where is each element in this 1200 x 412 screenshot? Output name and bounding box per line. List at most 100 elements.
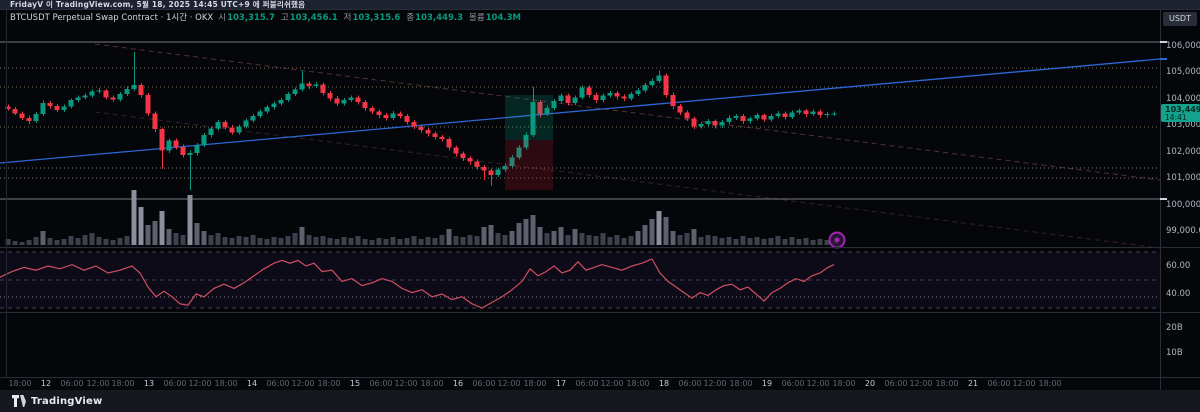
candle-body xyxy=(124,88,130,95)
volume-bar xyxy=(558,227,564,245)
candle-body xyxy=(404,115,410,123)
volume-bar xyxy=(488,225,494,245)
time-tick-hour: 12:00 xyxy=(1012,379,1036,388)
chart-area[interactable]: BTCUSDT Perpetual Swap Contract · 1시간 · … xyxy=(0,10,1200,390)
ohlc-item: 저 103,315.6 xyxy=(343,13,401,23)
volume-bar xyxy=(271,237,277,245)
volume-bar xyxy=(292,233,298,245)
last-price-badge[interactable]: 103,449.3 14:41 xyxy=(1161,104,1200,123)
volume-bar xyxy=(803,238,809,245)
currency-toggle-button[interactable]: USDT xyxy=(1163,12,1197,26)
volume-bar xyxy=(789,237,795,245)
volume-bar xyxy=(327,238,333,245)
candle-body xyxy=(61,106,67,110)
volume-bar xyxy=(26,240,32,245)
volume-bar xyxy=(103,239,109,245)
volume-bar xyxy=(222,237,228,245)
volume-bar xyxy=(670,231,676,245)
candle-body xyxy=(299,83,305,90)
volume-bar xyxy=(551,231,557,245)
time-tick-day: 21 xyxy=(967,379,979,388)
candle-body xyxy=(474,161,480,167)
candle-body xyxy=(460,153,466,159)
price-tick-label: 106,000.0 xyxy=(1166,41,1200,51)
time-tick-hour: 06:00 xyxy=(781,379,805,388)
volume-bar xyxy=(775,236,781,245)
attribution-text[interactable]: FridayV 이 TradingView.com, 5월 18, 2025 1… xyxy=(10,0,306,9)
volume-bar xyxy=(47,238,53,245)
volume-bar xyxy=(299,227,305,245)
candle-body xyxy=(33,114,39,122)
volume-bar xyxy=(418,239,424,245)
volume-bar xyxy=(474,236,480,245)
candle-body xyxy=(75,97,81,101)
volume-bar xyxy=(89,233,95,245)
price-axis[interactable]: USDT 106,000.0 105,000.0 104,000.0 103,000.… xyxy=(1160,10,1200,390)
volume-bar xyxy=(635,231,641,245)
volume-bar xyxy=(19,242,25,245)
time-tick-day: 19 xyxy=(761,379,773,388)
candle-body xyxy=(677,106,683,113)
time-tick-hour: 06:00 xyxy=(472,379,496,388)
candle-body xyxy=(551,100,557,109)
volume-bar xyxy=(250,235,256,245)
candle-body xyxy=(40,102,46,115)
candle-body xyxy=(292,89,298,95)
volume-bar xyxy=(726,237,732,245)
candle-body xyxy=(691,118,697,127)
candle-body xyxy=(348,97,354,101)
candle-body xyxy=(362,101,368,109)
candle-body xyxy=(719,122,725,126)
volume-bar xyxy=(278,238,284,245)
candle-body xyxy=(607,92,613,96)
time-tick-hour: 18:00 xyxy=(420,379,444,388)
volume-bar xyxy=(306,235,312,245)
time-tick-day: 17 xyxy=(555,379,567,388)
long-position-loss-zone[interactable] xyxy=(505,140,553,190)
time-axis[interactable]: 18:00 12 06:00 12:00 18:00 13 06:00 12:00 18:00 1… xyxy=(0,378,1160,390)
volume-bar xyxy=(383,239,389,245)
candle-body xyxy=(579,87,585,98)
candle-body xyxy=(376,111,382,116)
candle-body xyxy=(159,129,165,151)
volume-bar xyxy=(719,238,725,245)
volume-bar xyxy=(537,227,543,245)
candle-body xyxy=(390,113,396,118)
candle-body xyxy=(768,115,774,120)
volume-bar xyxy=(460,237,466,245)
chart-canvas[interactable] xyxy=(0,10,1200,390)
volume-bar xyxy=(334,239,340,245)
candle-body xyxy=(369,108,375,112)
ohlc-item: 종 103,449.3 xyxy=(406,13,463,23)
volume-bar xyxy=(138,207,144,245)
candle-body xyxy=(586,87,592,95)
candle-body xyxy=(810,111,816,115)
candle-body xyxy=(446,138,452,148)
candle-body xyxy=(145,94,151,114)
volume-bar xyxy=(110,240,116,245)
ohlc-item: 시 103,315.7 xyxy=(218,13,275,23)
tradingview-logo-icon xyxy=(12,395,26,407)
volume-bar xyxy=(523,219,529,245)
volume-bar xyxy=(145,225,151,245)
time-tick-day: 15 xyxy=(349,379,361,388)
candle-body xyxy=(754,115,760,119)
volume-bar xyxy=(390,237,396,245)
candle-body xyxy=(432,133,438,138)
volume-bar xyxy=(663,217,669,245)
volume-bar xyxy=(5,239,11,245)
candle-body xyxy=(782,113,788,117)
long-position-profit-zone[interactable] xyxy=(505,95,553,140)
volume-bar xyxy=(54,240,60,245)
volume-bar xyxy=(593,236,599,245)
time-tick-hour: 06:00 xyxy=(60,379,84,388)
candle-body xyxy=(89,91,95,96)
tradingview-logo[interactable]: TradingView xyxy=(0,395,102,407)
attribution-bar[interactable]: FridayV 이 TradingView.com, 5월 18, 2025 1… xyxy=(0,0,1200,10)
volume-bar xyxy=(607,237,613,245)
volume-bar xyxy=(75,238,81,245)
volume-bar xyxy=(642,225,648,245)
time-tick-day: 13 xyxy=(143,379,155,388)
volume-bar xyxy=(600,233,606,245)
ascending-trendline xyxy=(0,58,1161,164)
